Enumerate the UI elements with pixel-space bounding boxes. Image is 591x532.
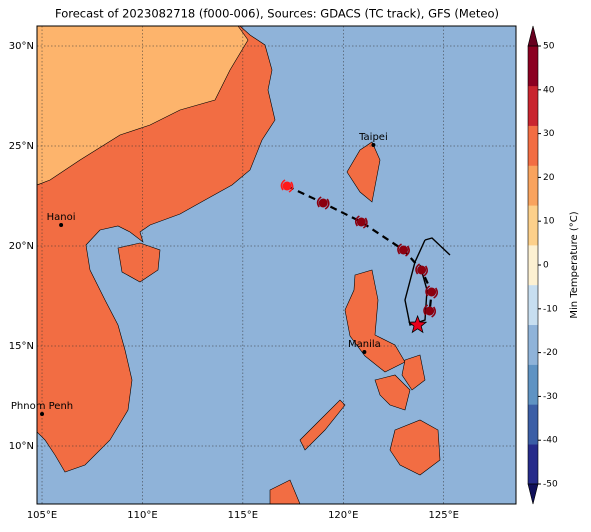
storm-swirl <box>425 285 439 299</box>
current-position <box>407 314 428 334</box>
storm-swirl <box>354 215 368 229</box>
colorbar-tick-label: 50 <box>543 42 555 52</box>
colorbar-tick-label: -30 <box>543 392 558 402</box>
colorbar-tick-label: -50 <box>543 480 558 490</box>
x-tick-label: 105°E <box>27 510 57 521</box>
storm-swirl <box>415 263 428 277</box>
city-label: Taipei <box>358 132 388 143</box>
y-tick-label: 30°N <box>9 41 34 52</box>
forecast-cone <box>424 237 451 256</box>
palawan <box>299 399 346 451</box>
storm-swirl <box>280 179 294 193</box>
storm-position <box>425 306 435 316</box>
colorbar-tick-label: 20 <box>543 173 555 183</box>
mindanao <box>389 419 441 476</box>
colorbar-segment <box>528 364 538 405</box>
colorbar-segment <box>528 245 538 286</box>
city-label: Manila <box>348 339 381 350</box>
y-tick-label: 10°N <box>9 441 34 452</box>
colorbar-tick-label: 0 <box>543 261 549 271</box>
city-dot <box>40 412 45 416</box>
luzon <box>344 269 406 373</box>
taiwan <box>346 141 381 203</box>
colorbar-segment <box>528 404 538 445</box>
colorbar-under <box>527 483 539 505</box>
city-label: Phnom Penh <box>11 401 73 412</box>
x-tick-label: 125°E <box>428 510 458 521</box>
colorbar-segment <box>528 324 538 365</box>
storm-position <box>356 217 366 227</box>
storm-position <box>417 265 427 275</box>
x-tick-label: 115°E <box>228 510 258 521</box>
map-frame <box>36 25 517 505</box>
colorbar-segment <box>528 125 538 166</box>
storm-swirl <box>316 196 330 210</box>
storm-swirl <box>423 304 437 318</box>
colorbar-tick-label: 40 <box>543 85 555 95</box>
y-tick-label: 25°N <box>9 141 34 152</box>
colorbar-segment <box>528 46 538 87</box>
colorbar-segment <box>528 165 538 206</box>
colorbar-label: Min Temperature (°C) <box>569 211 580 318</box>
city-dot <box>362 350 367 354</box>
colorbar-tick-label: -40 <box>543 436 558 446</box>
borneo-tip <box>269 479 301 504</box>
colorbar-segment <box>528 284 538 326</box>
colorbar-segment <box>528 85 538 126</box>
x-tick-label: 110°E <box>127 510 157 521</box>
storm-swirl <box>397 243 410 257</box>
storm-position <box>282 181 292 191</box>
colorbar-segment <box>528 205 538 246</box>
city-label: Hanoi <box>47 212 76 223</box>
title: Forecast of 2023082718 (f000-006), Sourc… <box>55 7 499 21</box>
city-dot <box>371 143 376 147</box>
visayas <box>374 374 411 411</box>
colorbar-tick-label: 30 <box>543 129 555 139</box>
storm-position <box>318 198 328 208</box>
x-tick-label: 120°E <box>328 510 358 521</box>
city-dot <box>59 223 64 227</box>
colorbar-tick-label: -20 <box>543 348 558 358</box>
storm-position <box>427 287 437 297</box>
y-tick-label: 20°N <box>9 241 34 252</box>
land <box>37 26 441 504</box>
colorbar-over <box>527 25 539 47</box>
warm-land <box>37 26 249 186</box>
storm-position <box>399 245 409 255</box>
colorbar-segment <box>528 444 538 485</box>
colorbar-tick-label: -10 <box>543 304 558 314</box>
hainan <box>117 242 161 283</box>
colorbar-tick-label: 10 <box>543 217 555 227</box>
y-tick-label: 15°N <box>9 341 34 352</box>
samar <box>401 354 426 391</box>
